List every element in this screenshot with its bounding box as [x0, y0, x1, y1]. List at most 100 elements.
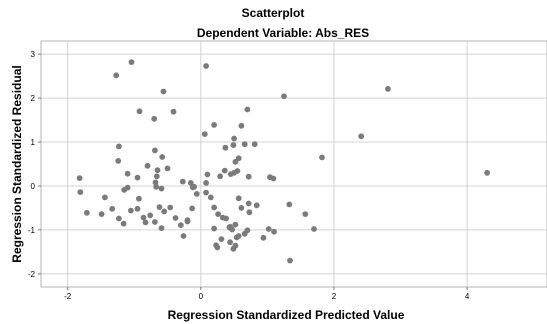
data-point-0: [113, 72, 120, 79]
data-point-15: [211, 122, 218, 128]
data-point-71: [215, 211, 222, 218]
data-point-1: [128, 59, 135, 65]
data-point-100: [211, 225, 218, 232]
data-point-110: [180, 233, 187, 239]
data-point-20: [234, 168, 241, 174]
data-point-52: [270, 175, 277, 182]
data-point-58: [136, 195, 142, 202]
data-point-40: [158, 185, 165, 192]
data-point-46: [204, 171, 211, 178]
x-tick-label-3: 4: [465, 292, 470, 301]
y-tick-label-1: -1: [28, 226, 36, 235]
data-point-84: [260, 234, 267, 241]
data-point-86: [271, 228, 277, 235]
data-point-48: [221, 167, 228, 174]
data-point-47: [217, 173, 224, 180]
data-point-62: [161, 208, 168, 215]
data-point-102: [214, 244, 221, 251]
y-tick-label-2: 0: [31, 182, 36, 191]
x-tick-label-1: 0: [199, 292, 204, 301]
data-point-83: [253, 202, 260, 209]
data-point-16: [222, 144, 229, 151]
data-point-11: [151, 115, 158, 122]
data-point-88: [302, 211, 309, 218]
data-point-7: [244, 106, 251, 113]
data-point-77: [235, 195, 242, 202]
data-point-34: [76, 175, 83, 182]
chart-title: Scatterplot: [242, 6, 305, 20]
data-point-85: [265, 226, 272, 232]
data-point-24: [251, 141, 258, 148]
data-point-60: [147, 212, 154, 219]
data-point-10: [358, 133, 365, 140]
data-point-103: [218, 236, 225, 243]
data-point-92: [98, 211, 105, 218]
data-point-96: [152, 219, 158, 225]
data-point-8: [281, 93, 287, 100]
data-point-45: [203, 180, 210, 186]
data-point-65: [189, 205, 196, 212]
data-point-76: [232, 221, 239, 228]
data-point-37: [124, 184, 131, 191]
data-point-23: [241, 141, 248, 148]
data-point-5: [170, 108, 177, 115]
data-point-93: [116, 215, 122, 222]
data-point-63: [167, 204, 174, 211]
data-point-70: [211, 204, 218, 211]
data-point-61: [156, 204, 163, 211]
y-tick-label-3: 1: [31, 138, 36, 147]
y-tick-label-0: -2: [28, 270, 36, 279]
data-point-42: [187, 180, 194, 186]
data-point-9: [385, 86, 391, 92]
data-point-91: [84, 209, 90, 216]
data-point-105: [227, 239, 234, 246]
y-axis-label: Regression Standardized Residual: [10, 65, 24, 262]
data-point-73: [223, 215, 230, 222]
data-point-31: [153, 173, 160, 180]
data-point-57: [134, 205, 141, 212]
data-point-54: [109, 205, 116, 212]
data-point-99: [184, 217, 191, 224]
data-point-6: [238, 122, 245, 129]
data-point-49: [227, 171, 234, 178]
data-point-107: [232, 242, 239, 249]
data-points: [76, 59, 490, 264]
x-tick-label-0: -2: [64, 292, 72, 301]
data-point-50: [245, 173, 252, 180]
data-point-89: [311, 226, 317, 232]
data-point-38: [152, 179, 159, 186]
data-point-81: [245, 200, 252, 207]
data-point-13: [152, 147, 158, 154]
data-point-12: [116, 143, 122, 150]
data-point-44: [191, 183, 198, 190]
data-point-95: [142, 219, 149, 226]
data-point-33: [134, 174, 141, 181]
data-point-69: [207, 194, 214, 201]
data-point-21: [235, 155, 242, 162]
data-point-55: [102, 194, 108, 201]
data-point-17: [230, 142, 237, 149]
data-point-22: [231, 135, 238, 142]
data-point-94: [120, 220, 127, 227]
data-point-41: [179, 178, 186, 185]
data-point-56: [127, 207, 134, 214]
data-point-98: [177, 222, 184, 229]
chart-subtitle: Dependent Variable: Abs_RES: [197, 26, 369, 40]
data-point-87: [286, 201, 293, 208]
data-point-29: [164, 165, 171, 172]
data-point-82: [246, 209, 253, 216]
x-tick-label-2: 2: [332, 292, 337, 301]
data-point-90: [287, 257, 293, 264]
data-point-2: [160, 88, 167, 95]
data-point-3: [203, 63, 210, 69]
data-point-27: [159, 154, 166, 160]
data-point-78: [238, 205, 245, 211]
data-point-39: [153, 183, 160, 190]
data-point-4: [136, 108, 143, 115]
y-tick-label-4: 2: [31, 94, 36, 103]
y-axis-ticks: -2 -1 0 1 2 3: [28, 50, 41, 279]
data-point-67: [193, 191, 200, 197]
data-point-104: [226, 224, 233, 231]
data-point-64: [172, 215, 179, 221]
